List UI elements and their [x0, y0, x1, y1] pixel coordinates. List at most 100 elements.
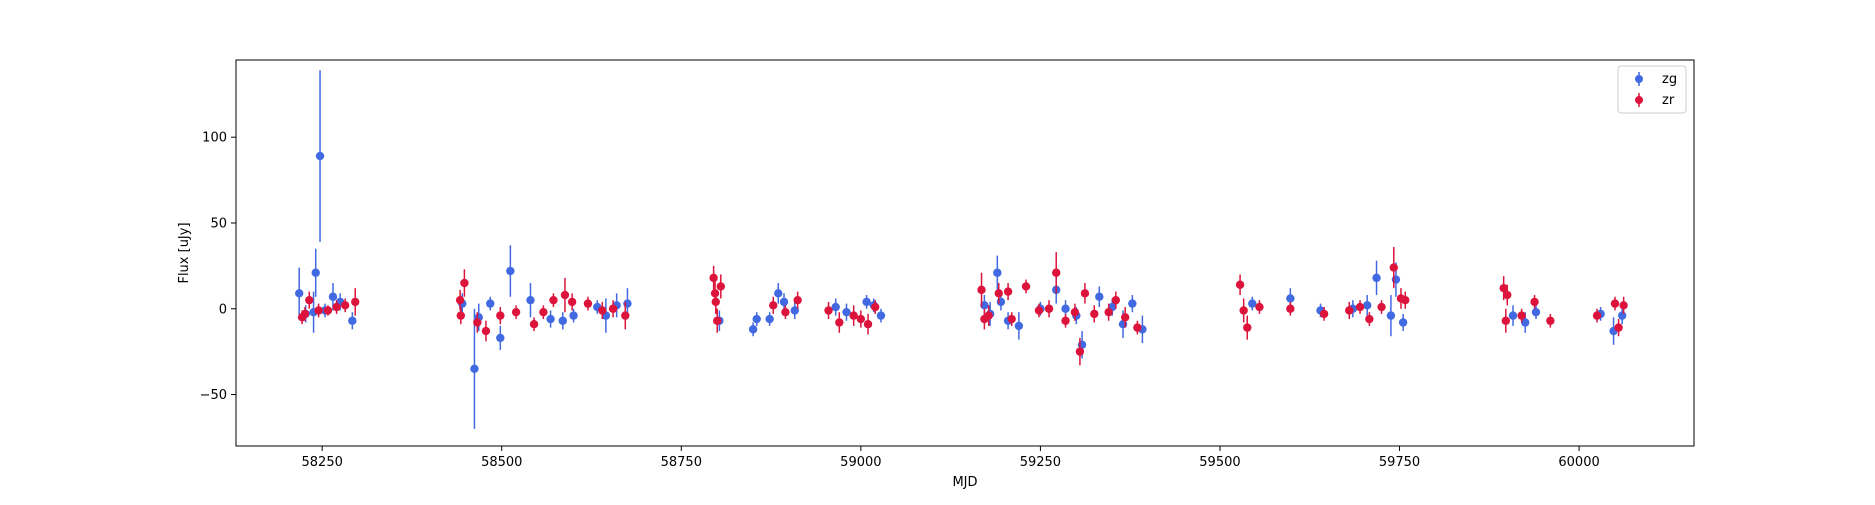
point-zg [831, 302, 840, 312]
point-zg [790, 306, 799, 315]
point-zr [1401, 295, 1410, 305]
point-zr [496, 311, 505, 320]
point-zr [769, 301, 778, 310]
point-zr [511, 307, 521, 317]
point-zg [1531, 307, 1541, 317]
point-zg [496, 333, 505, 343]
point-zg [1508, 311, 1518, 320]
point-zr [460, 278, 469, 288]
point-zr [1061, 316, 1070, 325]
x-tick-label: 60000 [1558, 455, 1599, 470]
point-zg [752, 314, 761, 324]
point-zr [849, 311, 858, 320]
point-zg [996, 297, 1006, 307]
point-zr [984, 311, 993, 320]
point-zg [1391, 275, 1401, 284]
y-tick-label: 50 [210, 216, 227, 231]
point-zr [583, 299, 593, 308]
point-zr [340, 301, 350, 310]
x-tick-label: 58750 [661, 455, 702, 470]
point-zg [1386, 311, 1396, 320]
point-zr [1007, 314, 1016, 324]
point-zr [977, 285, 986, 295]
point-zg [470, 364, 479, 373]
point-zr [1286, 304, 1295, 313]
legend-box [1617, 65, 1687, 114]
point-zr [529, 319, 539, 329]
point-zr [1499, 283, 1508, 293]
y-axis-label: Flux [uJy] [177, 222, 192, 283]
point-zr [1614, 323, 1623, 332]
x-tick-label: 58250 [302, 455, 343, 470]
point-zg [1248, 299, 1257, 308]
point-zr [1021, 282, 1031, 291]
point-zr [716, 282, 726, 291]
point-zr [1111, 295, 1121, 305]
point-zg [328, 292, 338, 301]
point-zg [1372, 273, 1381, 283]
legend-zg-marker [1635, 75, 1643, 83]
point-zr [1070, 307, 1080, 317]
point-zr [549, 295, 558, 305]
point-zr [351, 297, 360, 307]
point-zg [315, 151, 325, 161]
point-zg [623, 299, 632, 308]
plot-frame [235, 59, 1695, 447]
point-zg [295, 289, 304, 298]
point-zr [1517, 311, 1526, 320]
point-zg [1521, 318, 1530, 327]
point-zr [824, 306, 833, 315]
point-zr [473, 318, 482, 327]
x-tick-label: 59500 [1199, 455, 1240, 470]
point-zr [1389, 263, 1398, 272]
point-zr [1610, 299, 1620, 308]
point-zr [300, 309, 310, 319]
point-zr [455, 295, 465, 305]
y-tick-label: −50 [200, 388, 227, 403]
point-zr [871, 302, 880, 312]
point-zr [314, 306, 323, 315]
x-tick-label: 59750 [1379, 455, 1420, 470]
point-zg [1128, 299, 1137, 308]
point-zg [862, 297, 871, 307]
point-zg [765, 314, 774, 324]
x-axis-label: MJD [952, 475, 977, 490]
point-zg [1286, 294, 1295, 303]
y-tick-label: 100 [202, 131, 227, 146]
point-zr [856, 314, 866, 324]
x-tick-label: 59250 [1020, 455, 1061, 470]
point-zr [1003, 287, 1013, 296]
point-zg [1014, 321, 1024, 331]
legend-zg-label: zg [1662, 72, 1677, 87]
point-zr [1044, 304, 1054, 313]
x-tick-label: 58500 [481, 455, 522, 470]
point-zr [835, 318, 844, 327]
point-zg [779, 297, 789, 307]
point-zr [323, 306, 333, 315]
point-zr [1090, 309, 1099, 319]
point-zg [1061, 304, 1070, 313]
point-zr [560, 290, 570, 300]
point-zr [1319, 309, 1329, 319]
point-zg [311, 268, 320, 277]
point-zr [1355, 302, 1365, 312]
point-zg [486, 299, 495, 308]
point-zr [1592, 311, 1602, 320]
point-zr [608, 304, 618, 313]
point-zr [1235, 280, 1245, 289]
point-zr [711, 297, 720, 307]
point-zg [993, 268, 1002, 277]
point-zr [1075, 347, 1085, 356]
point-zg [1363, 301, 1372, 310]
point-zr [1255, 302, 1264, 312]
point-zg [348, 316, 357, 325]
point-zr [1239, 306, 1248, 315]
point-zg [774, 289, 783, 298]
point-zg [1617, 311, 1627, 320]
point-zr [1133, 323, 1142, 332]
point-zr [709, 273, 718, 283]
point-zr [481, 326, 491, 336]
point-zr [598, 306, 607, 315]
